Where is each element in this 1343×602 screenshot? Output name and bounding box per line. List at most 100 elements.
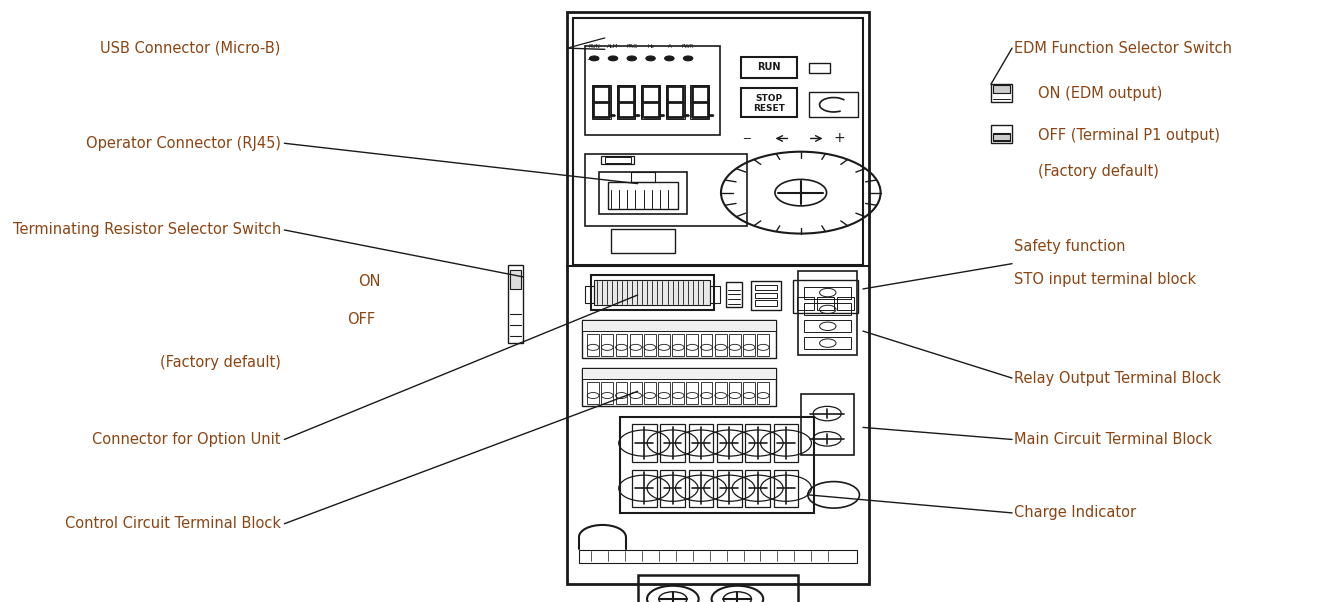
Bar — [592, 85, 611, 119]
Circle shape — [611, 114, 615, 117]
Bar — [757, 334, 770, 356]
Bar — [689, 424, 713, 462]
Circle shape — [608, 56, 618, 61]
Bar — [584, 154, 747, 226]
Bar — [587, 334, 599, 356]
Bar — [804, 287, 851, 299]
Bar — [741, 88, 798, 117]
Bar — [661, 470, 685, 507]
Text: Operator Connector (RJ45): Operator Connector (RJ45) — [86, 136, 281, 150]
Bar — [757, 382, 770, 404]
Bar — [604, 157, 631, 163]
Bar — [755, 300, 778, 306]
Bar — [583, 320, 776, 331]
Bar — [701, 382, 712, 404]
Circle shape — [665, 56, 674, 61]
Circle shape — [590, 56, 599, 61]
Bar — [510, 270, 521, 289]
Bar — [714, 382, 727, 404]
Bar — [673, 382, 684, 404]
Text: Safety function: Safety function — [1014, 240, 1125, 254]
Bar — [630, 382, 642, 404]
Bar — [743, 334, 755, 356]
Text: OFF (Terminal P1 output): OFF (Terminal P1 output) — [1038, 128, 1219, 143]
Bar — [583, 320, 776, 358]
Bar — [666, 85, 685, 119]
Circle shape — [684, 56, 693, 61]
Bar — [616, 85, 635, 119]
Bar — [686, 334, 698, 356]
Bar — [643, 334, 655, 356]
Bar — [591, 275, 714, 310]
Bar — [620, 417, 814, 513]
Bar — [630, 334, 642, 356]
Text: Connector for Option Unit: Connector for Option Unit — [93, 432, 281, 447]
Bar — [743, 382, 755, 404]
Text: OFF: OFF — [346, 312, 375, 326]
Bar — [991, 84, 1013, 102]
Text: ON: ON — [359, 274, 380, 288]
Text: STOP: STOP — [756, 94, 783, 103]
Text: RUN: RUN — [757, 63, 780, 72]
Bar — [643, 382, 655, 404]
Circle shape — [635, 114, 641, 117]
Bar — [717, 424, 741, 462]
Bar — [584, 46, 720, 135]
Bar — [658, 382, 670, 404]
Bar — [994, 85, 1010, 93]
Bar — [615, 334, 627, 356]
Bar — [808, 63, 830, 73]
Text: RESET: RESET — [753, 104, 786, 113]
Bar — [594, 280, 710, 305]
Bar — [798, 297, 814, 310]
Bar — [755, 285, 778, 290]
Text: (Factory default): (Factory default) — [1038, 164, 1159, 179]
Bar — [673, 334, 684, 356]
Bar — [611, 229, 676, 253]
Bar — [602, 382, 614, 404]
Bar — [729, 382, 741, 404]
Bar — [686, 382, 698, 404]
Bar — [752, 281, 780, 310]
Text: Main Circuit Terminal Block: Main Circuit Terminal Block — [1014, 432, 1213, 447]
Bar — [741, 57, 798, 78]
Bar — [774, 424, 799, 462]
Text: PRG: PRG — [626, 44, 638, 49]
Bar — [573, 18, 864, 265]
Bar — [800, 394, 854, 455]
Bar — [608, 182, 678, 209]
Text: A: A — [667, 44, 672, 49]
Bar — [745, 424, 770, 462]
Bar — [817, 297, 834, 310]
Text: Relay Output Terminal Block: Relay Output Terminal Block — [1014, 371, 1221, 385]
Text: PWR: PWR — [682, 44, 694, 49]
Bar — [658, 334, 670, 356]
Bar — [631, 470, 657, 507]
Circle shape — [627, 56, 637, 61]
Bar — [689, 470, 713, 507]
Bar — [994, 133, 1010, 141]
Text: ─: ─ — [744, 134, 751, 143]
Bar — [714, 334, 727, 356]
Bar — [717, 470, 741, 507]
Bar — [641, 85, 659, 119]
Bar — [837, 297, 854, 310]
Bar — [615, 382, 627, 404]
Bar — [774, 470, 799, 507]
Bar — [631, 424, 657, 462]
Text: USB Connector (Micro-B): USB Connector (Micro-B) — [101, 41, 281, 55]
Bar — [729, 334, 741, 356]
Circle shape — [709, 114, 714, 117]
Bar — [661, 424, 685, 462]
Bar — [755, 293, 778, 298]
Text: RUN: RUN — [588, 44, 600, 49]
Text: Hz: Hz — [647, 44, 654, 49]
Bar — [710, 286, 720, 303]
Bar — [804, 337, 851, 349]
Text: ON (EDM output): ON (EDM output) — [1038, 86, 1162, 101]
Bar — [725, 282, 743, 307]
Bar — [804, 320, 851, 332]
Bar — [599, 172, 686, 214]
Bar — [602, 334, 614, 356]
Bar — [638, 575, 799, 602]
